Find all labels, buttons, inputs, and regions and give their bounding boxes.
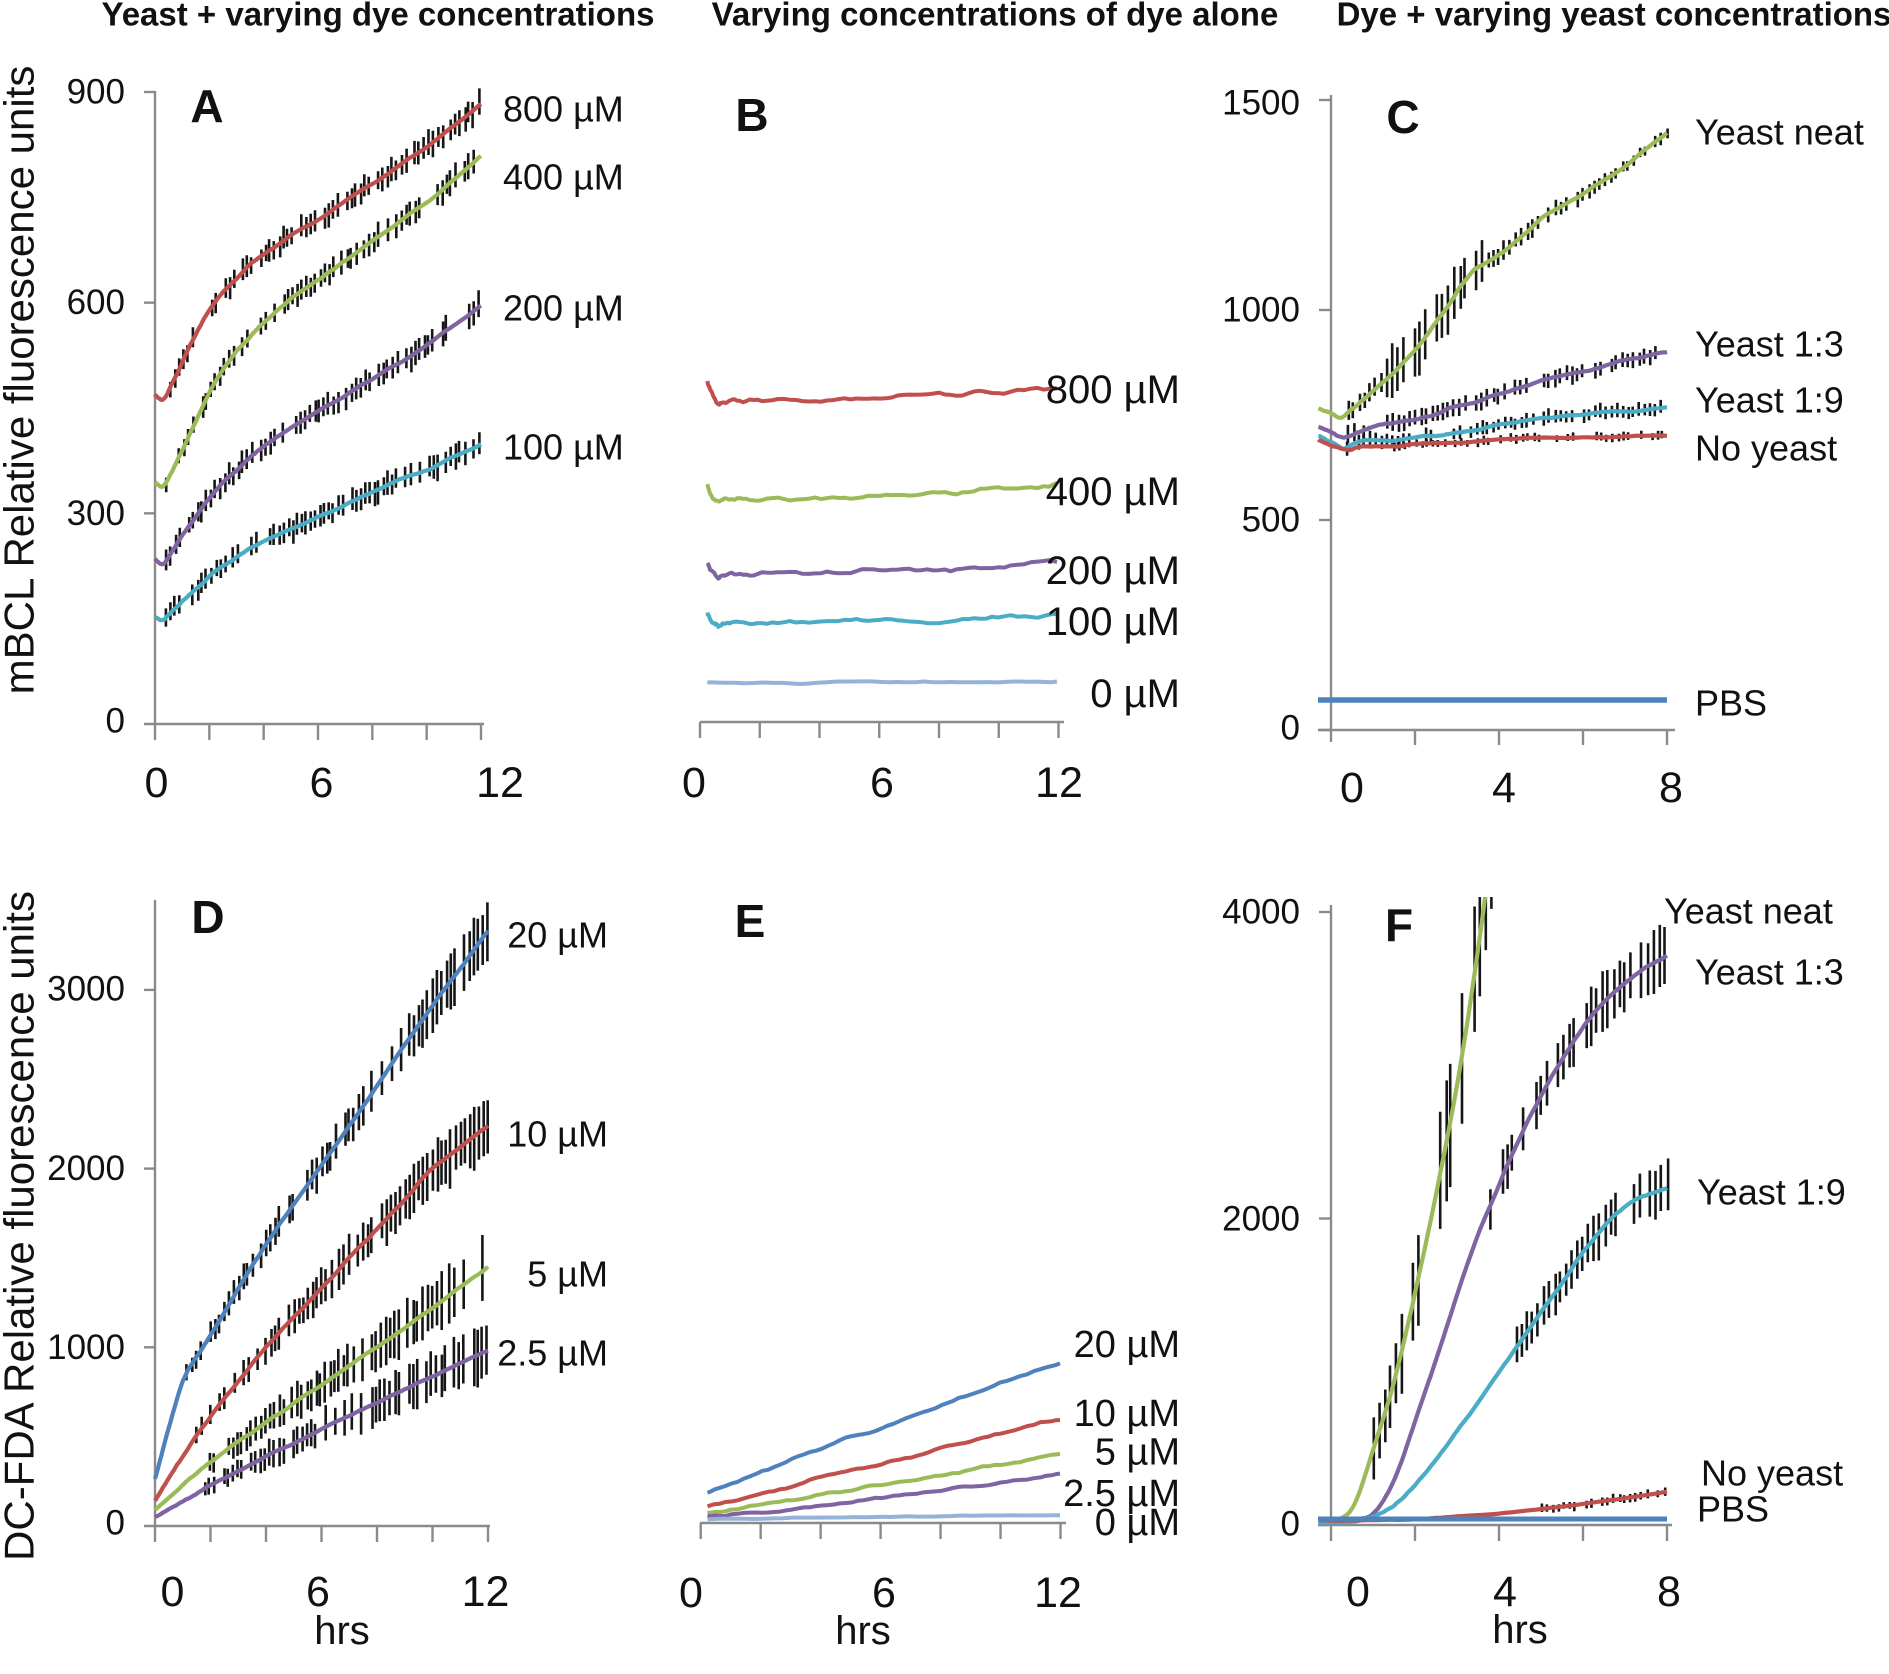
svg-text:hrs: hrs [835,1609,891,1653]
svg-text:3000: 3000 [47,970,125,1009]
svg-text:400 µM: 400 µM [1046,470,1180,514]
svg-text:6: 6 [306,1568,330,1616]
svg-text:Yeast 1:3: Yeast 1:3 [1695,324,1844,365]
svg-text:400 µM: 400 µM [503,157,624,198]
svg-text:0: 0 [161,1568,185,1616]
svg-text:F: F [1385,899,1413,951]
svg-text:200 µM: 200 µM [503,288,624,329]
svg-text:900: 900 [67,73,125,112]
svg-text:E: E [735,895,766,947]
svg-text:0: 0 [145,759,169,807]
svg-text:0: 0 [106,1504,125,1543]
svg-text:2000: 2000 [1222,1200,1300,1239]
svg-text:100 µM: 100 µM [1046,600,1180,644]
svg-text:Dye + varying yeast concentrat: Dye + varying yeast concentrations [1337,0,1889,33]
svg-text:0: 0 [682,759,706,807]
svg-text:1500: 1500 [1222,84,1300,123]
svg-text:2.5 µM: 2.5 µM [1063,1473,1180,1515]
svg-text:PBS: PBS [1697,1489,1769,1530]
svg-text:12: 12 [1035,759,1083,807]
svg-text:PBS: PBS [1695,683,1767,724]
svg-text:No yeast: No yeast [1701,1453,1843,1494]
svg-text:10 µM: 10 µM [507,1114,608,1155]
svg-text:4000: 4000 [1222,893,1300,932]
svg-text:100 µM: 100 µM [503,427,624,468]
svg-text:Yeast 1:9: Yeast 1:9 [1697,1172,1846,1213]
svg-text:hrs: hrs [314,1609,370,1653]
svg-text:12: 12 [462,1568,510,1616]
svg-text:200 µM: 200 µM [1046,549,1180,593]
svg-text:B: B [735,89,768,141]
svg-text:Varying concentrations of dye: Varying concentrations of dye alone [712,0,1279,33]
svg-text:600: 600 [67,283,125,322]
svg-text:mBCL Relative fluorescence uni: mBCL Relative fluorescence units [0,66,43,695]
svg-text:20 µM: 20 µM [1074,1324,1180,1366]
svg-text:300: 300 [67,494,125,533]
svg-text:8: 8 [1657,1568,1681,1616]
svg-text:0 µM: 0 µM [1095,1502,1180,1544]
svg-text:2.5 µM: 2.5 µM [497,1333,608,1374]
svg-text:Yeast 1:3: Yeast 1:3 [1695,952,1844,993]
svg-text:No yeast: No yeast [1695,428,1837,469]
svg-text:0: 0 [1281,1505,1300,1544]
svg-text:A: A [190,80,223,132]
svg-text:Yeast neat: Yeast neat [1695,112,1864,153]
svg-text:C: C [1386,91,1419,143]
svg-text:0: 0 [679,1569,703,1617]
svg-text:0: 0 [1340,764,1364,812]
svg-text:2000: 2000 [47,1149,125,1188]
svg-text:Yeast + varying dye concentrat: Yeast + varying dye concentrations [102,0,655,33]
svg-text:5 µM: 5 µM [1095,1432,1180,1474]
svg-text:DC-FDA Relative fluorescence u: DC-FDA Relative fluorescence units [0,891,43,1561]
svg-text:6: 6 [872,1569,896,1617]
svg-text:0 µM: 0 µM [1090,672,1180,716]
svg-text:hrs: hrs [1492,1608,1548,1652]
svg-text:500: 500 [1242,501,1300,540]
svg-text:800 µM: 800 µM [1046,368,1180,412]
svg-text:1000: 1000 [47,1328,125,1367]
svg-text:10 µM: 10 µM [1074,1393,1180,1435]
svg-text:5 µM: 5 µM [527,1254,608,1295]
svg-text:4: 4 [1492,764,1516,812]
svg-text:4: 4 [1493,1568,1517,1616]
svg-text:12: 12 [1034,1569,1082,1617]
svg-text:8: 8 [1659,764,1683,812]
svg-text:D: D [191,891,224,943]
svg-text:0: 0 [1281,709,1300,748]
svg-text:Yeast 1:9: Yeast 1:9 [1695,380,1844,421]
svg-text:12: 12 [476,759,524,807]
svg-text:6: 6 [310,759,334,807]
svg-text:20 µM: 20 µM [507,915,608,956]
svg-text:6: 6 [870,759,894,807]
svg-text:800 µM: 800 µM [503,89,624,130]
svg-text:0: 0 [106,702,125,741]
svg-text:0: 0 [1346,1568,1370,1616]
svg-text:1000: 1000 [1222,291,1300,330]
svg-text:Yeast neat: Yeast neat [1664,891,1833,932]
